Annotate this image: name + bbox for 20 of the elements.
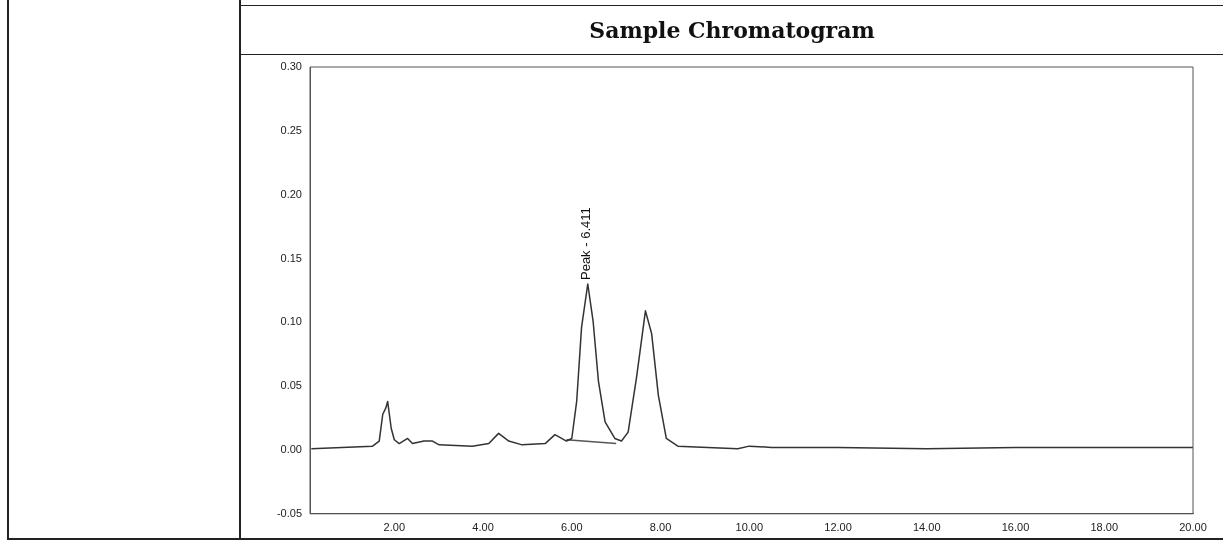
x-tick-label: 12.00: [824, 521, 852, 534]
chart-title: Sample Chromatogram: [588, 16, 876, 45]
y-tick-label: -0.05: [276, 506, 302, 519]
x-tick-label: 8.00: [649, 521, 672, 534]
y-tick-label: 0.05: [280, 379, 302, 392]
y-tick-label: 0.10: [280, 315, 302, 328]
y-tick-label: 0.00: [280, 443, 302, 455]
x-tick-label: 6.00: [561, 521, 583, 534]
x-tick-label: 10.00: [735, 521, 764, 534]
x-tick-label: 18.00: [1090, 521, 1119, 534]
y-tick-label: 0.30: [280, 60, 302, 73]
x-tick-label: 2.00: [383, 521, 406, 534]
annotation: Peak - 6.411: [577, 207, 593, 281]
y-tick-label: 0.25: [280, 123, 302, 136]
x-tick-label: 20.00: [1179, 521, 1207, 534]
x-tick-label: 14.00: [913, 521, 941, 534]
x-tick-label: 4.00: [472, 521, 494, 534]
y-tick-label: 0.15: [280, 251, 302, 264]
x-tick-label: 16.00: [1001, 521, 1030, 534]
y-tick-label: 0.20: [280, 187, 302, 200]
